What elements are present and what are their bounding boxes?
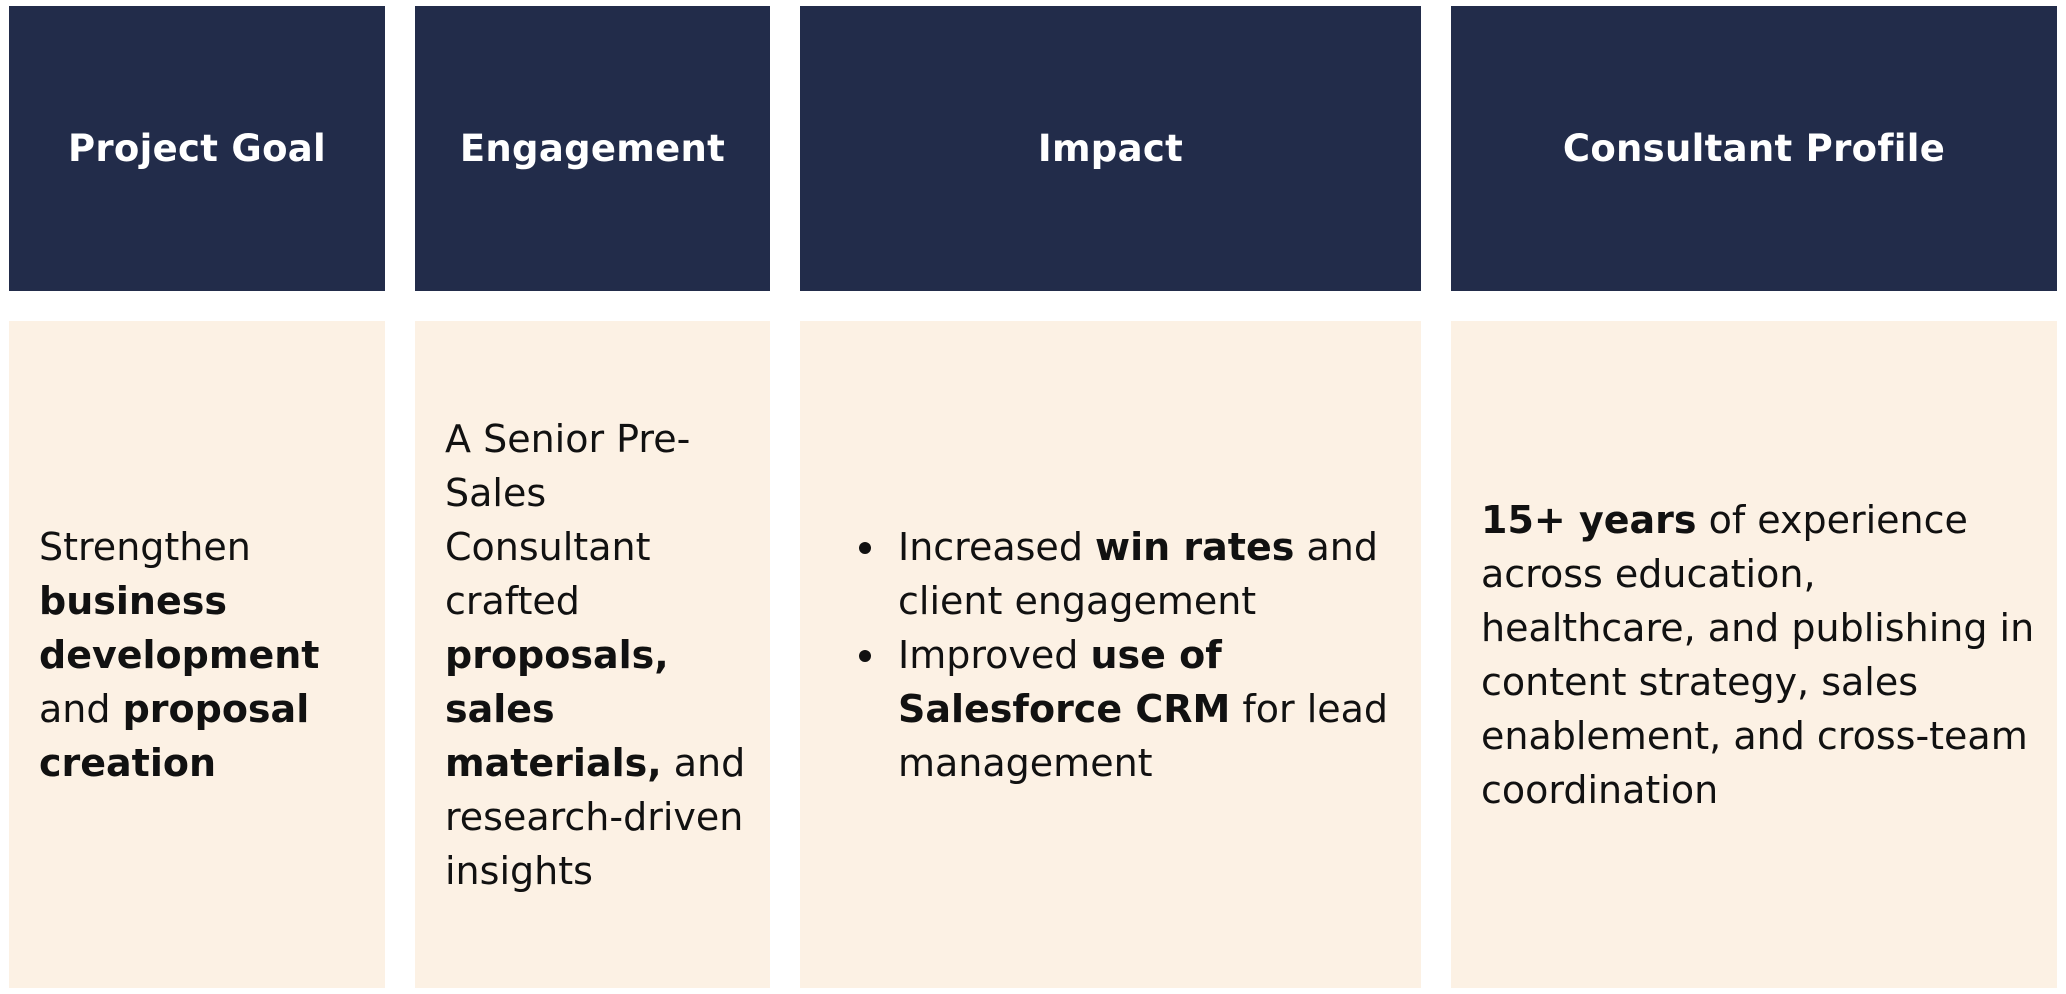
header-impact-label: Impact (1037, 127, 1184, 170)
project-goal-text-2: and (39, 686, 123, 731)
consultant-profile-bold: 15+ years (1481, 497, 1697, 542)
header-consultant-profile: Consultant Profile (1451, 6, 2057, 291)
bullet-icon (859, 649, 871, 662)
impact-item-2-text-2: for lead management (898, 686, 1389, 785)
engagement-cell: A Senior Pre-Sales Consultant crafted pr… (415, 321, 770, 988)
consultant-profile-cell: 15+ years of experience across education… (1451, 321, 2057, 988)
project-goal-cell: Strengthen business development and propo… (9, 321, 385, 988)
impact-list-item: Improved use of Salesforce CRM for lead … (855, 628, 1401, 790)
consultant-profile-text: 15+ years of experience across education… (1481, 493, 2037, 817)
project-goal-text: Strengthen business development and propo… (39, 520, 375, 790)
impact-list-item: Increased win rates and client engagemen… (855, 520, 1401, 628)
project-goal-bold-1: business development (39, 578, 320, 677)
header-project-goal: Project Goal (9, 6, 385, 291)
header-impact: Impact (800, 6, 1421, 291)
bullet-icon (859, 541, 871, 554)
impact-item-1-bold: win rates (1095, 524, 1295, 569)
header-engagement: Engagement (415, 6, 770, 291)
header-engagement-label: Engagement (459, 127, 726, 170)
project-goal-bold-2: proposal creation (39, 686, 310, 785)
impact-cell: Increased win rates and client engagemen… (800, 321, 1421, 988)
header-consultant-profile-label: Consultant Profile (1562, 127, 1946, 170)
project-goal-text-1: Strengthen (39, 524, 251, 569)
impact-item-1-text-2: and client engagement (898, 524, 1378, 623)
engagement-text: A Senior Pre-Sales Consultant crafted pr… (445, 412, 760, 898)
impact-list: Increased win rates and client engagemen… (855, 520, 1401, 790)
engagement-bold-1: proposals, sales materials, (445, 632, 669, 785)
header-project-goal-label: Project Goal (67, 127, 327, 170)
impact-item-2-bold: use of Salesforce CRM (898, 632, 1231, 731)
engagement-text-2: and research-driven insights (445, 740, 746, 893)
engagement-text-1: A Senior Pre-Sales Consultant crafted (445, 416, 691, 623)
impact-item-1-text-1: Increased (898, 524, 1096, 569)
consultant-profile-text-1: of experience across education, healthca… (1481, 497, 2035, 812)
impact-item-2-text-1: Improved (898, 632, 1091, 677)
